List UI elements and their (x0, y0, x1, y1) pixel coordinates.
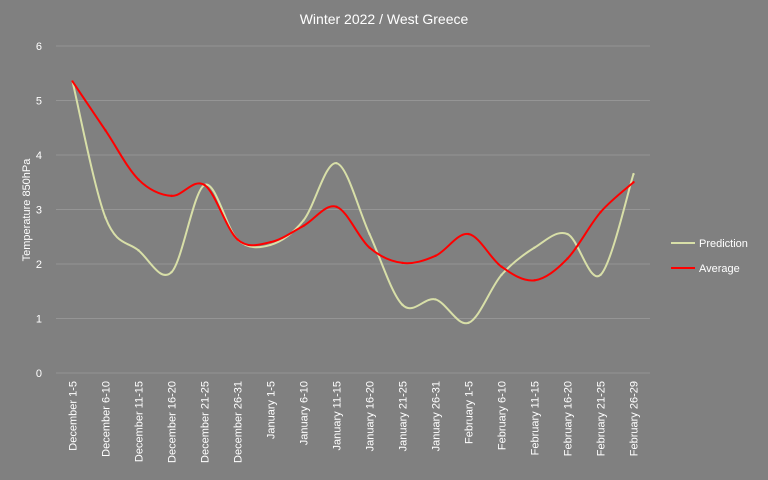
y-tick-label: 2 (36, 259, 42, 271)
x-tick-label: January 11-15 (332, 381, 344, 451)
data-point-average (434, 254, 437, 258)
data-point-average (533, 279, 536, 282)
chart-title: Winter 2022 / West Greece (300, 11, 469, 27)
data-point-prediction (566, 232, 569, 236)
x-axis-ticks: December 1-5 December 6-10 December 11-15 D… (68, 381, 641, 463)
x-tick-label: February 1-5 (464, 381, 476, 444)
x-tick-label: February 11-15 (530, 381, 542, 455)
x-tick-label: December 1-5 (68, 381, 80, 451)
y-tick-label: 6 (36, 41, 42, 53)
data-point-average (104, 129, 107, 132)
data-point-prediction (500, 273, 503, 277)
data-point-prediction (269, 243, 272, 247)
gridlines (56, 45, 650, 374)
data-point-average (71, 80, 74, 83)
data-point-average (269, 241, 272, 244)
y-axis-ticks: 0 1 2 3 4 5 6 (36, 41, 42, 380)
data-point-prediction (599, 273, 602, 277)
data-point-average (566, 257, 569, 260)
data-point-average (599, 211, 602, 214)
data-point-prediction (335, 161, 338, 165)
y-tick-label: 1 (36, 314, 42, 326)
x-tick-label: January 6-10 (299, 381, 311, 445)
data-point-average (203, 183, 206, 187)
y-axis-label: Temperature 850hPa (21, 158, 33, 262)
data-point-average (632, 181, 635, 184)
data-point-prediction (302, 219, 305, 222)
data-point-average (335, 205, 338, 208)
x-tick-label: January 26-31 (431, 381, 443, 451)
series-line-prediction (71, 80, 635, 325)
x-tick-label: January 16-20 (365, 381, 377, 451)
data-point-prediction (137, 249, 140, 252)
x-tick-label: December 16-20 (167, 381, 179, 463)
data-point-average (236, 238, 239, 241)
data-point-prediction (401, 303, 404, 307)
y-tick-label: 4 (36, 150, 42, 162)
series-line-average (71, 80, 635, 282)
legend: Prediction Average (671, 238, 748, 275)
data-point-prediction (533, 246, 536, 249)
legend-label-average: Average (699, 263, 740, 275)
data-point-prediction (434, 298, 437, 301)
x-tick-label: February 16-20 (563, 381, 575, 456)
data-point-average (401, 261, 404, 265)
x-tick-label: December 26-31 (233, 381, 245, 463)
y-tick-label: 0 (36, 368, 42, 380)
data-point-average (137, 178, 140, 181)
x-tick-label: February 26-29 (629, 381, 641, 456)
data-point-prediction (104, 216, 107, 219)
y-tick-label: 5 (36, 96, 42, 108)
legend-label-prediction: Prediction (699, 238, 748, 250)
x-tick-label: January 21-25 (398, 381, 410, 451)
data-point-average (467, 232, 470, 236)
data-point-average (368, 246, 371, 249)
data-point-prediction (467, 321, 470, 325)
series-lines (71, 80, 635, 325)
data-point-average (170, 194, 173, 198)
data-point-average (500, 265, 503, 268)
data-point-average (302, 224, 305, 228)
x-tick-label: December 11-15 (134, 381, 146, 462)
x-tick-label: February 6-10 (497, 381, 509, 450)
data-point-prediction (170, 270, 173, 274)
x-tick-label: February 21-25 (596, 381, 608, 456)
x-tick-label: January 1-5 (266, 381, 278, 439)
data-point-prediction (368, 232, 371, 236)
y-tick-label: 3 (36, 205, 42, 217)
data-point-prediction (632, 172, 635, 176)
x-tick-label: December 6-10 (101, 381, 113, 457)
x-tick-label: December 21-25 (200, 381, 212, 463)
